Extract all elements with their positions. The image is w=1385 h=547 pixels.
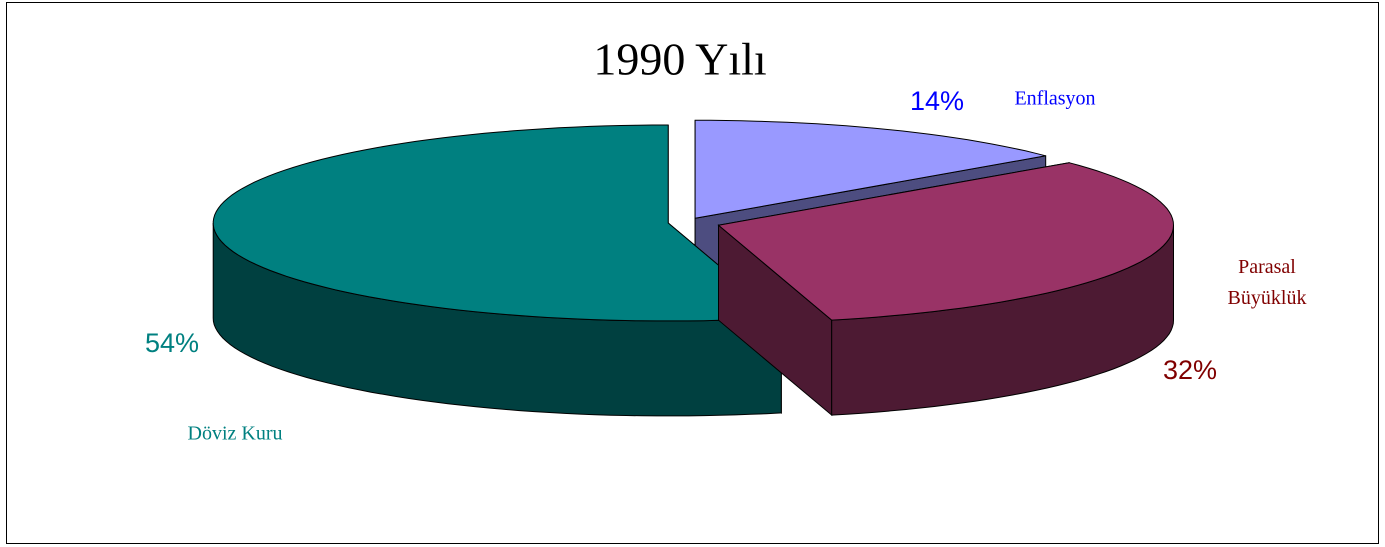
category-label-line: Parasal (1238, 256, 1296, 278)
data-label: 32% (1163, 355, 1217, 385)
slice (212, 124, 783, 322)
category-label: Döviz Kuru (188, 423, 283, 445)
category-label: Parasal Büyüklük (1228, 256, 1307, 309)
data-label: 54% (145, 328, 199, 358)
chart-title: 1990 Yılı (593, 34, 766, 85)
slice (694, 119, 1046, 219)
slice (717, 162, 1175, 321)
data-label: 14% (910, 86, 964, 116)
category-label: Enflasyon (1014, 88, 1095, 110)
category-label-line: Büyüklük (1228, 287, 1307, 309)
